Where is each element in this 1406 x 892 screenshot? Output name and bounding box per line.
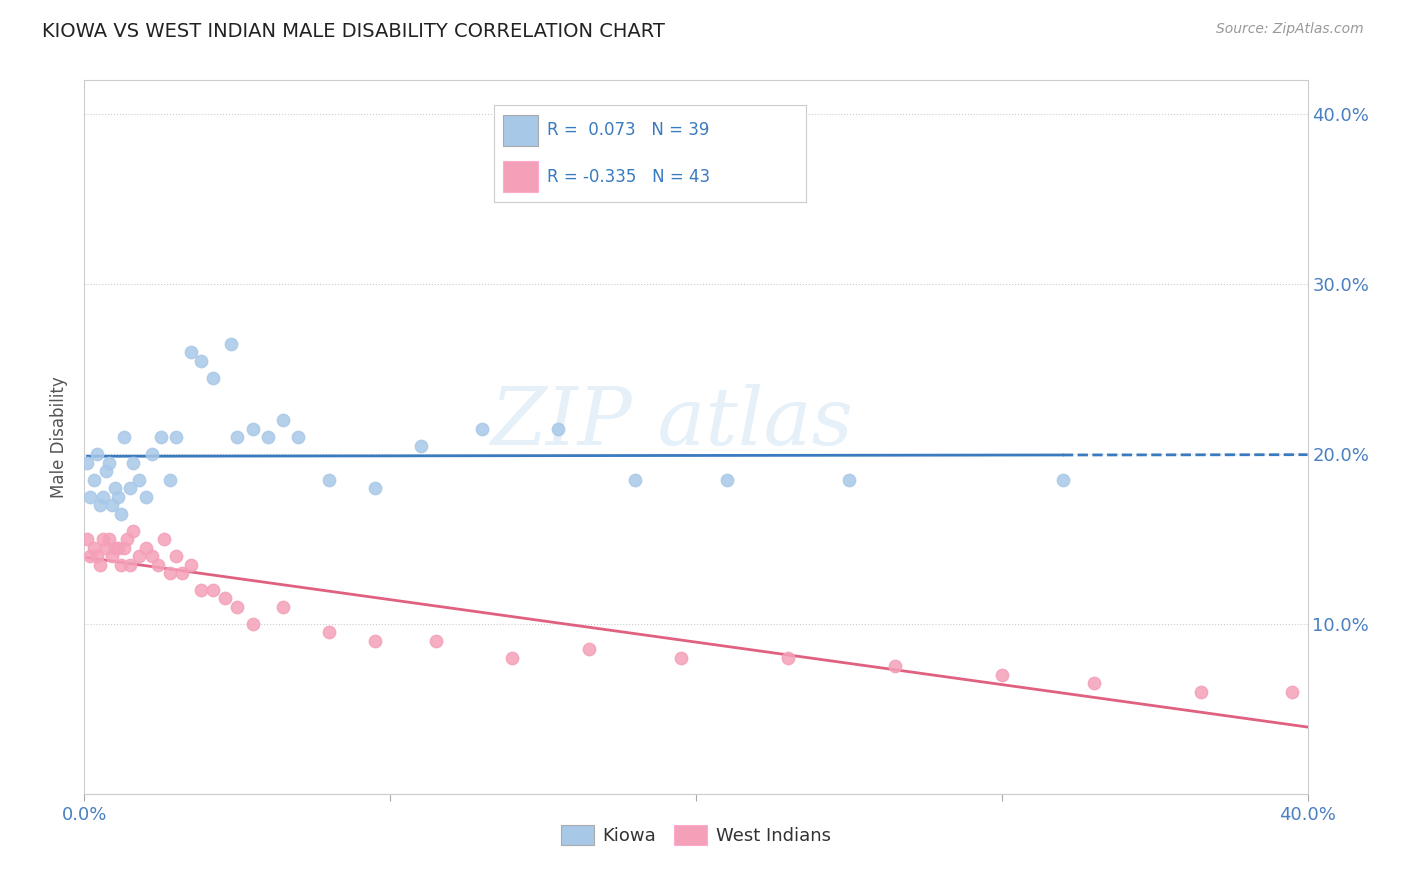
Point [201,370,224,384]
Point [135,541,157,555]
Text: KIOWA VS WEST INDIAN MALE DISABILITY CORRELATION CHART: KIOWA VS WEST INDIAN MALE DISABILITY COR… [42,22,665,41]
Point [76,456,98,470]
Point [94,541,117,555]
Point [180,558,202,572]
Point [112,541,135,555]
Point [149,430,172,444]
Point [79,490,101,504]
Point [1052,473,1074,487]
Point [716,473,738,487]
Point [425,634,447,648]
Point [669,651,692,665]
Point [271,413,294,427]
Point [122,524,145,538]
Point [409,439,432,453]
Point [110,507,132,521]
Point [271,599,294,614]
Point [141,549,163,563]
Point [364,481,387,495]
Point [578,642,600,657]
Point [624,473,647,487]
Point [112,430,135,444]
Point [219,336,242,351]
Point [226,430,249,444]
Point [318,473,340,487]
Point [141,447,163,461]
Point [89,558,111,572]
Point [502,651,524,665]
Point [226,599,249,614]
Point [776,651,799,665]
Point [91,490,114,504]
Legend: Kiowa, West Indians: Kiowa, West Indians [554,817,838,853]
Point [159,473,181,487]
Point [883,659,905,673]
Point [190,582,212,597]
Point [91,532,114,546]
Point [110,558,132,572]
Y-axis label: Male Disability: Male Disability [51,376,69,498]
Point [79,549,101,563]
Point [287,430,309,444]
Point [104,541,127,555]
Point [242,617,264,632]
Point [318,625,340,640]
Point [190,353,212,368]
Point [104,481,127,495]
Point [101,549,124,563]
Point [838,473,860,487]
Point [76,532,98,546]
Point [122,456,145,470]
Point [107,541,129,555]
Point [128,549,150,563]
Point [165,549,187,563]
Point [101,498,124,512]
Point [94,464,117,478]
Point [1189,685,1212,699]
Point [135,490,157,504]
Point [180,345,202,359]
Point [120,481,142,495]
Point [201,582,224,597]
Point [97,456,120,470]
Point [364,634,387,648]
Point [242,421,264,435]
Text: ZIP atlas: ZIP atlas [491,384,853,461]
Point [471,421,494,435]
Point [165,430,187,444]
Point [120,558,142,572]
Point [172,566,194,580]
Point [107,490,129,504]
Point [89,498,111,512]
Point [146,558,169,572]
Text: Source: ZipAtlas.com: Source: ZipAtlas.com [1216,22,1364,37]
Point [115,532,138,546]
Point [159,566,181,580]
Point [214,591,236,606]
Point [86,549,108,563]
Point [991,668,1014,682]
Point [128,473,150,487]
Point [86,447,108,461]
Point [97,532,120,546]
Point [547,421,569,435]
Point [83,473,105,487]
Point [153,532,176,546]
Point [1083,676,1105,690]
Point [257,430,280,444]
Point [83,541,105,555]
Point [1281,685,1303,699]
